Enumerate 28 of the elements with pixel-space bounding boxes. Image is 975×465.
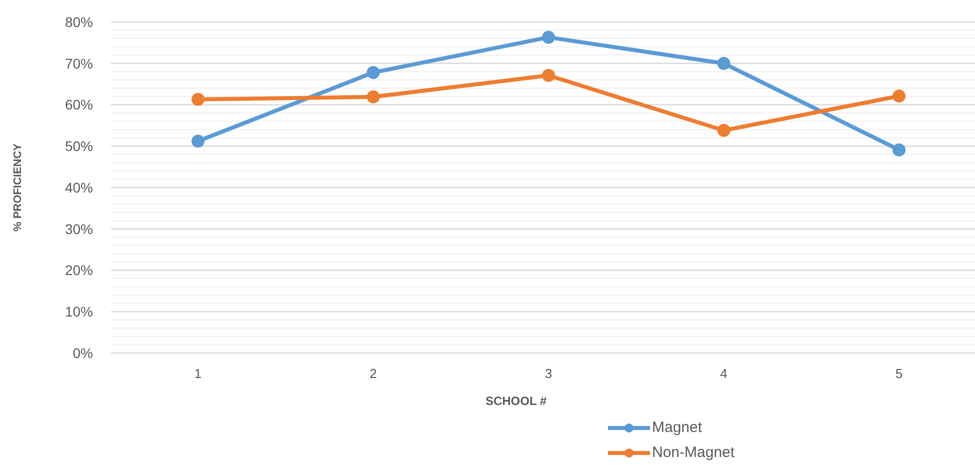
point	[542, 68, 555, 82]
legend-label: Magnet	[652, 419, 702, 436]
y-tick-label: 30%	[64, 220, 93, 237]
point	[542, 30, 555, 44]
point	[192, 134, 204, 148]
point	[366, 66, 380, 79]
point	[717, 56, 730, 70]
x-tick-label: 1	[194, 366, 202, 382]
point	[366, 90, 380, 104]
point	[892, 90, 906, 103]
point	[892, 143, 906, 156]
x-tick-label: 4	[720, 366, 728, 382]
x-tick-label: 3	[544, 366, 552, 382]
x-axis-title: SCHOOL #	[485, 394, 547, 408]
y-tick-label: 10%	[64, 304, 93, 320]
y-axis-title: % PROFICIENCY	[12, 142, 24, 232]
y-tick-label: 40%	[64, 179, 93, 196]
point	[717, 124, 730, 137]
y-tick-label: 50%	[64, 138, 93, 154]
y-tick-label: 70%	[64, 55, 93, 72]
y-tick-label: 20%	[64, 262, 93, 278]
y-tick-label: 60%	[64, 96, 93, 113]
y-tick-label: 0%	[72, 344, 93, 361]
x-tick-label: 2	[370, 366, 377, 382]
point	[192, 92, 204, 106]
x-tick-label: 5	[895, 366, 903, 382]
legend-label: Non-Magnet	[652, 444, 735, 461]
y-tick-label: 80%	[64, 14, 93, 30]
